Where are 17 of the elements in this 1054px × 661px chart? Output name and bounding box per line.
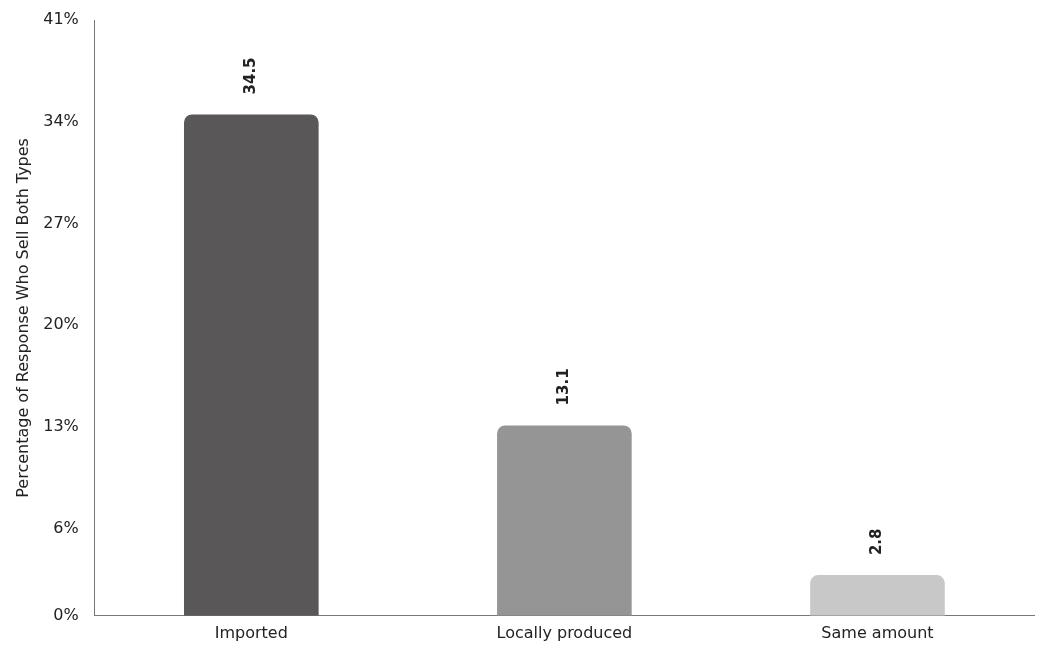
- y-tick-label: 20%: [43, 314, 79, 334]
- y-tick-label: 13%: [43, 416, 79, 436]
- y-tick-label: 6%: [53, 517, 79, 537]
- y-tick-label: 27%: [43, 212, 79, 232]
- y-tick-label: 0%: [53, 604, 79, 624]
- x-tick-label: Imported: [214, 622, 288, 642]
- x-tick-label: Locally produced: [496, 622, 633, 642]
- bar: [810, 575, 945, 616]
- y-axis-title: Percentage of Response Who Sell Both Types: [12, 138, 32, 498]
- data-label: 13.1: [554, 368, 573, 406]
- x-tick-label: Same amount: [821, 622, 934, 642]
- y-tick-label: 41%: [43, 9, 79, 29]
- bar: [497, 425, 632, 616]
- data-label: 2.8: [867, 528, 886, 556]
- data-label: 34.5: [241, 57, 260, 95]
- bar: [183, 114, 319, 616]
- y-tick-label: 34%: [43, 110, 79, 130]
